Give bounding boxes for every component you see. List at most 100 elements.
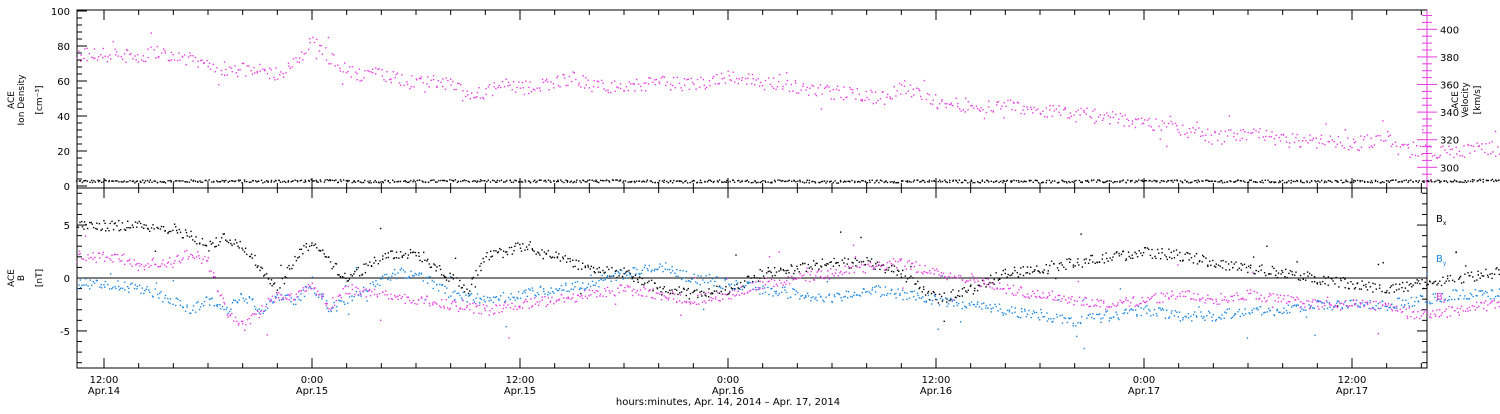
bx-point	[514, 246, 515, 247]
velocity-point	[1220, 130, 1221, 131]
velocity-point	[764, 89, 765, 90]
by-point	[957, 305, 958, 306]
by-point	[315, 295, 316, 296]
density-point	[292, 180, 293, 181]
density-point	[1375, 181, 1376, 182]
by-point	[561, 285, 562, 286]
bx-point	[125, 230, 126, 231]
bx-point	[365, 263, 366, 264]
bx-point	[964, 287, 965, 288]
velocity-point	[279, 74, 280, 75]
velocity-point	[1275, 144, 1276, 145]
velocity-point	[731, 80, 732, 81]
bx-point	[224, 233, 225, 234]
by-point	[748, 281, 749, 282]
by-point	[975, 306, 976, 307]
velocity-point	[1024, 113, 1025, 114]
density-point	[417, 180, 418, 181]
velocity-point	[1100, 114, 1101, 115]
bx-point	[493, 250, 494, 251]
velocity-point	[741, 80, 742, 81]
density-point	[1472, 181, 1473, 182]
bx-point	[294, 256, 295, 257]
velocity-point	[173, 54, 174, 55]
bx-point	[1416, 279, 1417, 280]
by-point	[1011, 306, 1012, 307]
bx-point	[1107, 261, 1108, 262]
by-point	[107, 284, 108, 285]
bx-point	[1487, 275, 1488, 276]
by-point	[729, 285, 730, 286]
velocity-point	[209, 63, 210, 64]
by-point	[704, 282, 705, 283]
density-point	[585, 181, 586, 182]
velocity-point	[178, 52, 179, 53]
velocity-point	[1132, 120, 1133, 121]
bx-point	[1439, 281, 1440, 282]
by-point	[380, 278, 381, 279]
velocity-point	[164, 50, 165, 51]
density-point	[221, 180, 222, 181]
top-panel-frame	[77, 10, 1427, 188]
density-point	[1049, 180, 1050, 181]
bx-point	[451, 277, 452, 278]
velocity-point	[224, 61, 225, 62]
velocity-point	[277, 79, 278, 80]
velocity-point	[1144, 119, 1145, 120]
density-point	[782, 180, 783, 181]
by-point	[543, 288, 544, 289]
velocity-point	[713, 76, 714, 77]
bx-point	[347, 280, 348, 281]
density-point	[266, 180, 267, 181]
by-point	[823, 301, 824, 302]
bx-point	[76, 226, 77, 227]
bx-point	[116, 225, 117, 226]
bx-point	[1438, 283, 1439, 284]
by-point	[922, 296, 923, 297]
velocity-point	[1477, 142, 1478, 143]
velocity-point	[689, 89, 690, 90]
by-point	[483, 296, 484, 297]
density-point	[740, 182, 741, 183]
by-point	[489, 300, 490, 301]
bx-point	[716, 290, 717, 291]
bx-point	[226, 241, 227, 242]
by-point	[559, 288, 560, 289]
bx-point	[413, 251, 414, 252]
velocity-point	[565, 85, 566, 86]
by-point	[476, 298, 477, 299]
velocity-point	[364, 70, 365, 71]
density-point	[415, 181, 416, 182]
bx-point	[202, 244, 203, 245]
bx-point	[1164, 254, 1165, 255]
velocity-point	[1142, 123, 1143, 124]
velocity-point	[733, 72, 734, 73]
by-point	[101, 284, 102, 285]
by-point	[1099, 313, 1100, 314]
by-point	[164, 297, 165, 298]
velocity-point	[1422, 129, 1423, 130]
by-point	[684, 277, 685, 278]
by-point	[846, 291, 847, 292]
velocity-point	[808, 95, 809, 96]
bx-point	[1111, 259, 1112, 260]
bx-point	[402, 257, 403, 258]
velocity-point	[1075, 121, 1076, 122]
by-point	[477, 293, 478, 294]
density-point	[435, 181, 436, 182]
bx-point	[165, 230, 166, 231]
by-point	[404, 271, 405, 272]
bx-point	[970, 284, 971, 285]
density-point	[1198, 179, 1199, 180]
density-point	[1054, 180, 1055, 181]
density-point	[113, 181, 114, 182]
velocity-point	[372, 72, 373, 73]
density-point	[807, 180, 808, 181]
by-point	[219, 304, 220, 305]
bx-point	[562, 257, 563, 258]
velocity-point	[1484, 152, 1485, 153]
by-point	[971, 301, 972, 302]
velocity-point	[508, 82, 509, 83]
density-point	[608, 180, 609, 181]
